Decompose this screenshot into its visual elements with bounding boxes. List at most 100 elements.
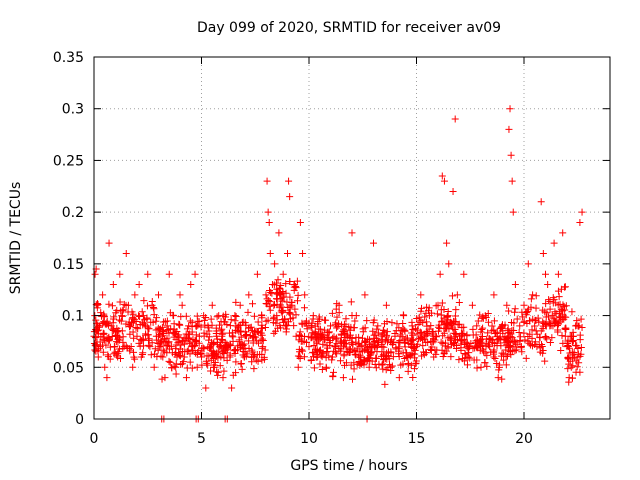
data-point (187, 281, 195, 289)
data-point (435, 323, 443, 331)
data-point (424, 338, 432, 346)
data-point (511, 305, 519, 313)
data-point (322, 316, 330, 324)
data-point (388, 362, 396, 370)
data-point (565, 378, 573, 386)
data-point (370, 338, 378, 346)
data-point (270, 302, 278, 310)
data-point (144, 331, 152, 339)
data-point (250, 353, 258, 361)
data-point (220, 318, 228, 326)
data-point (206, 343, 214, 351)
data-point (156, 331, 164, 339)
data-point (177, 313, 185, 321)
data-point (332, 348, 340, 356)
data-point (290, 322, 298, 330)
data-point (423, 303, 431, 311)
data-point (210, 361, 218, 369)
data-point (402, 334, 410, 342)
data-point (338, 321, 346, 329)
data-point (539, 347, 547, 355)
data-point (308, 319, 316, 327)
data-point (298, 346, 306, 354)
data-point (356, 351, 364, 359)
data-point (112, 309, 120, 317)
data-point (389, 340, 397, 348)
chart-title: Day 099 of 2020, SRMTID for receiver av0… (197, 20, 501, 36)
data-point (258, 311, 266, 319)
data-point (381, 337, 389, 345)
data-point (408, 336, 416, 344)
data-point (447, 320, 455, 328)
data-point (457, 337, 465, 345)
data-point (235, 322, 243, 330)
data-point (220, 367, 228, 375)
data-point (459, 330, 467, 338)
data-point (265, 296, 273, 304)
data-point (365, 363, 373, 371)
data-point (271, 260, 279, 268)
data-point (393, 320, 401, 328)
data-point (172, 370, 180, 378)
data-point (106, 343, 114, 351)
data-point (370, 316, 378, 324)
data-point (359, 325, 367, 333)
data-point (120, 300, 128, 308)
data-point (135, 281, 143, 289)
data-point (497, 336, 505, 344)
data-point (134, 312, 142, 320)
data-point (516, 336, 524, 344)
data-point (502, 361, 510, 369)
data-point (182, 374, 190, 382)
data-point (96, 338, 104, 346)
data-point (479, 324, 487, 332)
data-points (90, 105, 586, 423)
data-point (136, 313, 144, 321)
data-point (163, 341, 171, 349)
data-point (342, 340, 350, 348)
data-point (300, 332, 308, 340)
data-point (339, 374, 347, 382)
data-point (237, 333, 245, 341)
data-point (284, 250, 291, 258)
data-point (566, 349, 574, 357)
data-point (191, 349, 199, 357)
data-point (473, 364, 481, 372)
data-point (285, 177, 293, 185)
data-point (351, 317, 359, 325)
data-point (550, 239, 558, 247)
data-point (450, 329, 458, 337)
data-point (170, 333, 178, 341)
data-point (286, 193, 294, 201)
data-point (130, 353, 138, 361)
data-point (281, 315, 289, 323)
x-tick-label: 5 (197, 431, 206, 447)
data-point (104, 353, 112, 361)
data-point (163, 334, 171, 342)
data-point (370, 239, 377, 247)
data-point (476, 311, 484, 319)
data-point (358, 347, 366, 355)
data-point (122, 301, 130, 309)
data-point (422, 318, 430, 326)
data-point (176, 352, 184, 360)
data-point (575, 359, 583, 367)
data-point (369, 327, 377, 335)
data-point (165, 345, 173, 353)
data-point (350, 365, 358, 373)
data-point (498, 349, 506, 357)
data-point (431, 336, 439, 344)
data-point (554, 287, 562, 295)
data-point (503, 301, 511, 309)
data-point (481, 359, 489, 367)
data-point (417, 307, 425, 315)
data-point (159, 346, 167, 354)
data-point (381, 380, 389, 388)
data-point (234, 323, 242, 331)
data-point (131, 316, 139, 324)
data-point (372, 354, 380, 362)
axis-ticks (93, 56, 610, 420)
data-point (139, 335, 147, 343)
data-point (532, 304, 540, 312)
data-point (578, 324, 586, 332)
